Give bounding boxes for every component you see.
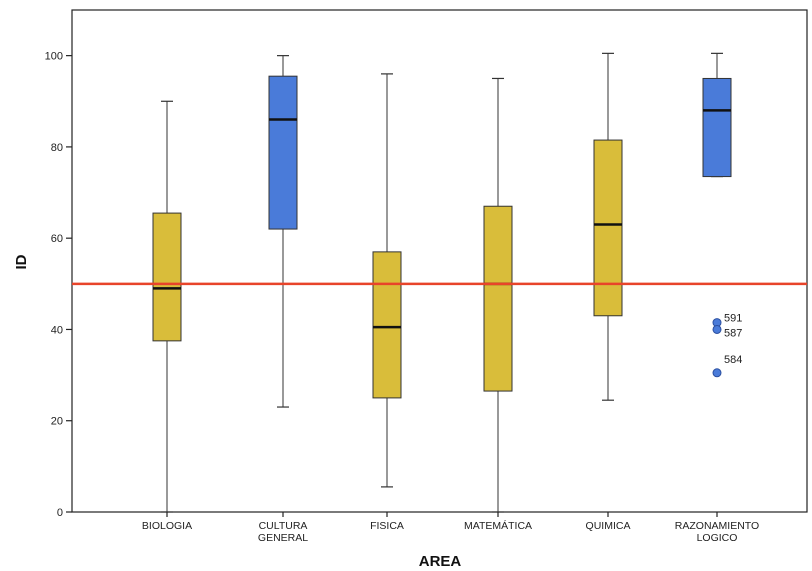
y-tick-label: 100	[45, 51, 63, 63]
y-tick-label: 20	[51, 416, 63, 428]
iqr-box	[268, 75, 298, 230]
outlier-point	[712, 368, 722, 378]
x-tick-label: MATEMÁTICA	[464, 519, 532, 532]
x-tick-label: CULTURA	[259, 520, 308, 532]
iqr-box	[593, 139, 623, 317]
box-fisica	[372, 73, 402, 488]
box-quimica	[593, 52, 623, 401]
x-tick-label: FISICA	[370, 520, 404, 532]
outlier-label: 591	[724, 313, 742, 325]
iqr-box	[372, 251, 402, 399]
x-tick-label: BIOLOGIA	[142, 520, 192, 532]
x-axis-title: AREA	[419, 553, 462, 570]
plot-area-frame	[71, 9, 808, 513]
y-tick-label: 80	[51, 142, 63, 154]
iqr-box	[483, 205, 513, 392]
outliers-group: 591 587 584	[712, 313, 742, 378]
box-cultura-general	[268, 55, 298, 408]
iqr-box	[152, 212, 182, 342]
x-tick-label: QUIMICA	[586, 520, 631, 532]
iqr-box	[702, 77, 732, 178]
x-tick-label: RAZONAMIENTO	[675, 520, 759, 532]
y-tick-label: 60	[51, 233, 63, 245]
outlier-label: 587	[724, 327, 742, 339]
box-biologia	[152, 100, 182, 513]
y-tick-label: 40	[51, 324, 63, 336]
y-tick-label: 0	[57, 507, 63, 519]
outlier-label: 584	[724, 354, 742, 366]
x-tick-label: LOGICO	[697, 532, 738, 544]
outlier-point	[712, 324, 722, 334]
box-matemática	[483, 77, 513, 513]
box-razonamiento-logico	[702, 52, 732, 178]
y-axis: 0 20 40 60 80 100	[45, 51, 72, 519]
x-tick-label: GENERAL	[258, 532, 308, 544]
y-axis-title: ID	[13, 254, 30, 269]
box-series	[152, 52, 732, 513]
